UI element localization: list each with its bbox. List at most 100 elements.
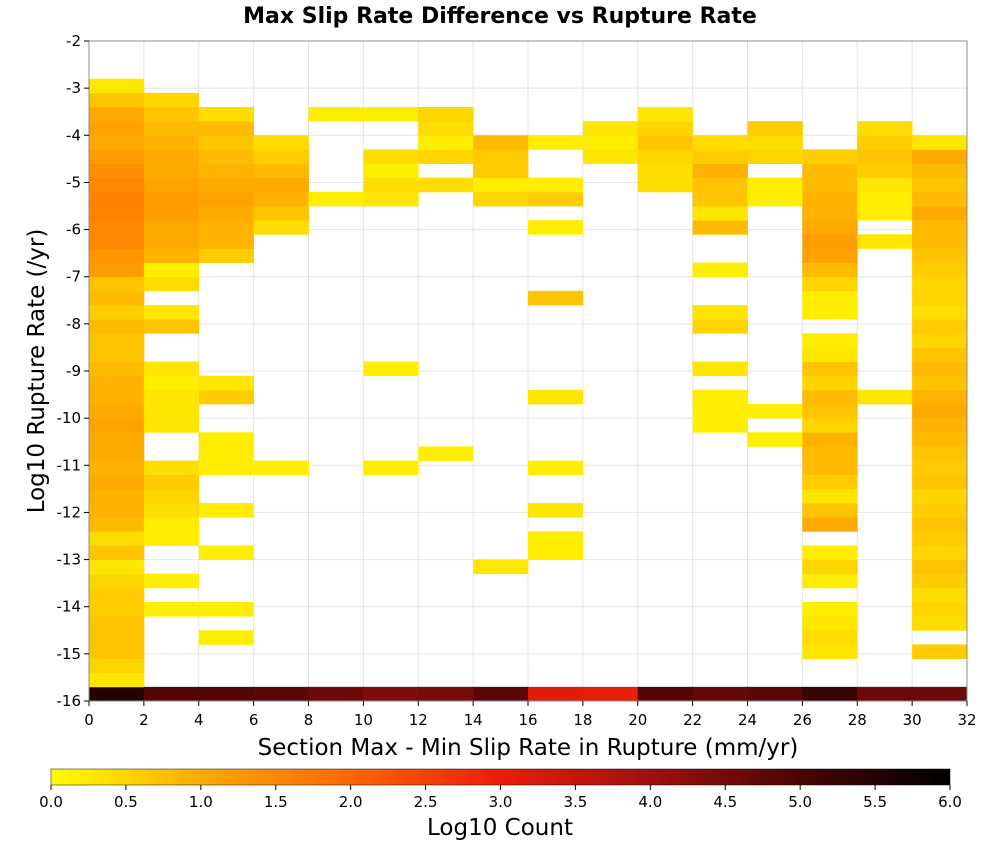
heatmap-cell: [802, 488, 858, 504]
heatmap-cell: [253, 149, 309, 164]
heatmap-cell: [89, 432, 145, 447]
heatmap-cell: [802, 248, 858, 263]
heatmap-cell: [89, 573, 145, 589]
heatmap-cell: [363, 361, 419, 377]
heatmap-cell: [473, 559, 529, 575]
heatmap-cell: [912, 191, 968, 207]
heatmap-cell: [802, 545, 858, 560]
y-tick-label: -12: [57, 503, 82, 521]
heatmap-cell: [198, 503, 255, 518]
heatmap-cell: [143, 276, 200, 292]
heatmap-cell: [912, 587, 968, 603]
heatmap-cell: [857, 389, 913, 405]
colorbar-tick-label: 4.0: [638, 793, 662, 811]
heatmap-cell: [89, 78, 145, 94]
heatmap-cell: [802, 616, 858, 631]
heatmap-cell: [912, 460, 968, 476]
heatmap-cell: [528, 503, 584, 518]
heatmap-cell: [143, 460, 200, 476]
heatmap-cell: [89, 107, 145, 122]
heatmap-cell: [912, 149, 968, 164]
y-tick-label: -6: [66, 221, 81, 239]
heatmap-cell: [143, 234, 200, 249]
heatmap-cell: [308, 191, 364, 207]
heatmap-cell: [747, 432, 803, 447]
x-tick-label: 2: [139, 711, 149, 729]
heatmap-cell: [89, 135, 145, 150]
heatmap-cell: [802, 163, 858, 179]
heatmap-cell: [802, 234, 858, 249]
heatmap-cell: [802, 432, 858, 447]
heatmap-cell: [802, 347, 858, 362]
heatmap-cell: [582, 135, 639, 150]
heatmap-cell: [912, 531, 968, 546]
heatmap-cell: [198, 432, 255, 447]
heatmap-cell: [89, 644, 145, 659]
x-axis-ticks: 0 2 4 6 8 10 12 14 16 18 20 22 24 26 28 30 32: [84, 701, 977, 729]
heatmap-cell: [363, 177, 419, 193]
heatmap-cell: [802, 573, 858, 589]
heatmap-cell: [747, 121, 803, 136]
heatmap-cell: [89, 503, 145, 518]
colorbar-tick-label: 1.0: [189, 793, 213, 811]
heatmap-cell: [89, 191, 145, 207]
heatmap-cell: [363, 149, 419, 164]
heatmap-cell: [143, 418, 200, 433]
heatmap-cell: [418, 686, 474, 702]
heatmap-cell: [528, 460, 584, 476]
heatmap-cell: [912, 404, 968, 419]
heatmap-cell: [363, 460, 419, 476]
heatmap-cell: [89, 248, 145, 263]
heatmap-cell: [912, 305, 968, 320]
heatmap-cell: [198, 375, 255, 391]
heatmap-cell: [143, 602, 200, 617]
heatmap-cell: [89, 686, 145, 702]
heatmap-cell: [802, 262, 858, 278]
heatmap-cell: [747, 135, 803, 150]
heatmap-cell: [528, 290, 584, 306]
heatmap-cell: [89, 602, 145, 617]
heatmap-cell: [418, 135, 474, 150]
x-tick-label: 24: [738, 711, 757, 729]
colorbar: [50, 768, 951, 786]
heatmap-cell: [802, 333, 858, 348]
heatmap-cell: [143, 573, 200, 589]
x-tick-label: 20: [628, 711, 647, 729]
heatmap-cell: [473, 149, 529, 164]
heatmap-cell: [89, 418, 145, 433]
y-tick-label: -4: [66, 126, 81, 144]
heatmap-cell: [143, 305, 200, 320]
heatmap-cell: [198, 248, 255, 263]
heatmap-cell: [143, 404, 200, 419]
heatmap-cell: [912, 503, 968, 518]
heatmap-cell: [528, 220, 584, 235]
heatmap-cell: [747, 149, 803, 164]
heatmap-cell: [802, 206, 858, 221]
heatmap-cell: [418, 107, 474, 122]
colorbar-title: Log10 Count: [427, 815, 573, 841]
heatmap-cell: [253, 177, 309, 193]
heatmap-cell: [857, 191, 913, 207]
heatmap-cell: [418, 177, 474, 193]
heatmap-cell: [473, 177, 529, 193]
heatmap-cell: [912, 234, 968, 249]
heatmap-cell: [198, 602, 255, 617]
heatmap-cell: [253, 206, 309, 221]
heatmap-cell: [912, 135, 968, 150]
x-tick-label: 10: [354, 711, 373, 729]
heatmap-cell: [802, 559, 858, 575]
heatmap-cell: [143, 206, 200, 221]
heatmap-cell: [198, 389, 255, 405]
y-tick-label: -5: [66, 173, 81, 191]
heatmap-cell: [473, 163, 529, 179]
heatmap-cell: [912, 262, 968, 278]
heatmap-cell: [198, 135, 255, 150]
heatmap-cell: [528, 545, 584, 560]
heatmap-cell: [692, 149, 748, 164]
heatmap-cell: [637, 177, 694, 193]
heatmap-cell: [857, 686, 913, 702]
heatmap-cell: [912, 418, 968, 433]
heatmap-cell: [857, 163, 913, 179]
heatmap-cell: [198, 121, 255, 136]
